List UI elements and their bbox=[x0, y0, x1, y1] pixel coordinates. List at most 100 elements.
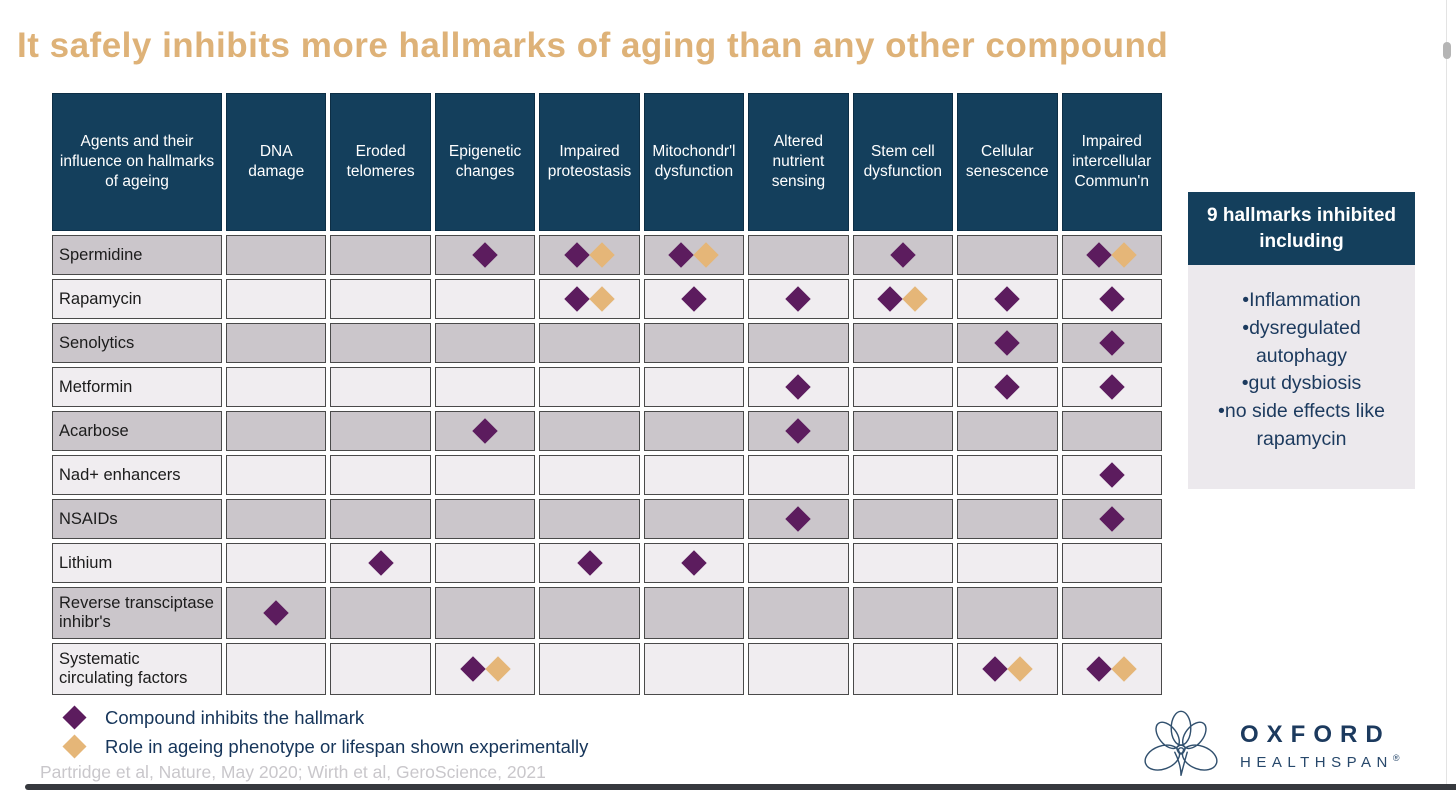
gold-diamond-icon bbox=[484, 656, 511, 682]
matrix-cell bbox=[1061, 587, 1162, 639]
matrix-cell bbox=[330, 367, 431, 407]
row-label: Acarbose bbox=[52, 411, 222, 451]
matrix-cell bbox=[748, 499, 849, 539]
matrix-cell bbox=[1061, 455, 1162, 495]
column-header: Altered nutrient sensing bbox=[748, 93, 849, 231]
matrix-cell bbox=[539, 235, 640, 275]
matrix-cell bbox=[957, 367, 1058, 407]
matrix-cell bbox=[1061, 499, 1162, 539]
matrix-cell bbox=[643, 235, 745, 275]
matrix-cell bbox=[226, 279, 327, 319]
hallmarks-matrix-table: Agents and their influence on hallmarks … bbox=[52, 93, 1162, 699]
column-header: Cellular senescence bbox=[957, 93, 1058, 231]
row-label: Rapamycin bbox=[52, 279, 222, 319]
matrix-cell bbox=[852, 643, 954, 695]
purple-diamond-icon bbox=[668, 242, 695, 268]
matrix-cell bbox=[330, 411, 431, 451]
table-row: Rapamycin bbox=[52, 279, 1162, 319]
matrix-cell bbox=[434, 367, 536, 407]
purple-diamond-icon bbox=[1098, 286, 1125, 312]
matrix-cell bbox=[957, 235, 1058, 275]
orchid-icon bbox=[1144, 710, 1218, 777]
corner-header: Agents and their influence on hallmarks … bbox=[52, 93, 222, 231]
matrix-cell bbox=[957, 499, 1058, 539]
side-panel-bullet-item: •dysregulated autophagy bbox=[1242, 316, 1361, 367]
table-row: Lithium bbox=[52, 543, 1162, 583]
matrix-cell bbox=[957, 455, 1058, 495]
matrix-cell bbox=[748, 323, 849, 363]
side-panel-header: 9 hallmarks inhibited including bbox=[1188, 192, 1415, 266]
matrix-cell bbox=[852, 279, 954, 319]
scrollbar-thumb[interactable] bbox=[1443, 42, 1451, 59]
matrix-cell bbox=[434, 499, 536, 539]
purple-diamond-icon bbox=[1086, 656, 1112, 682]
side-panel-bullet-item: •no side effects like rapamycin bbox=[1218, 400, 1385, 450]
matrix-cell bbox=[748, 367, 849, 407]
gold-diamond-icon bbox=[1111, 242, 1137, 268]
matrix-cell bbox=[226, 411, 327, 451]
matrix-cell bbox=[434, 643, 536, 695]
matrix-cell bbox=[226, 543, 327, 583]
matrix-cell bbox=[748, 587, 849, 639]
matrix-cell bbox=[434, 587, 536, 639]
purple-diamond-icon bbox=[785, 506, 812, 532]
gold-diamond-icon bbox=[1007, 656, 1033, 682]
column-header: Eroded telomeres bbox=[330, 93, 431, 231]
matrix-cell bbox=[748, 643, 849, 695]
row-label: Spermidine bbox=[52, 235, 222, 275]
matrix-cell bbox=[434, 323, 536, 363]
matrix-cell bbox=[1061, 411, 1162, 451]
row-label: NSAIDs bbox=[52, 499, 222, 539]
matrix-cell bbox=[643, 455, 745, 495]
bottom-edge-bar bbox=[25, 784, 1456, 790]
gold-diamond-icon bbox=[693, 242, 720, 268]
matrix-cell bbox=[330, 323, 431, 363]
matrix-cell bbox=[226, 235, 327, 275]
matrix-cell bbox=[330, 543, 431, 583]
matrix-cell bbox=[852, 587, 954, 639]
table-row: Systematic circulating factors bbox=[52, 643, 1162, 695]
matrix-cell bbox=[643, 499, 745, 539]
table-row: Reverse transciptase inhibr's bbox=[52, 587, 1162, 639]
table-row: Nad+ enhancers bbox=[52, 455, 1162, 495]
row-label: Nad+ enhancers bbox=[52, 455, 222, 495]
purple-diamond-icon bbox=[785, 374, 812, 400]
matrix-cell bbox=[852, 411, 954, 451]
column-header: DNA damage bbox=[226, 93, 327, 231]
purple-diamond-icon bbox=[472, 418, 498, 444]
matrix-cell bbox=[226, 643, 327, 695]
matrix-cell bbox=[434, 411, 536, 451]
matrix-cell bbox=[226, 455, 327, 495]
matrix-cell bbox=[1061, 543, 1162, 583]
purple-diamond-icon bbox=[1098, 374, 1125, 400]
row-label: Reverse transciptase inhibr's bbox=[52, 587, 222, 639]
logo-name: OXFORD bbox=[1240, 721, 1391, 748]
table-row: Metformin bbox=[52, 367, 1162, 407]
header-row: Agents and their influence on hallmarks … bbox=[52, 93, 1162, 231]
matrix-cell bbox=[852, 499, 954, 539]
row-label: Systematic circulating factors bbox=[52, 643, 222, 695]
matrix-cell bbox=[852, 543, 954, 583]
side-panel-bullet-item: •Inflammation bbox=[1242, 289, 1361, 312]
legend-label: Compound inhibits the hallmark bbox=[105, 706, 365, 728]
matrix-cell bbox=[1061, 279, 1162, 319]
matrix-cell bbox=[226, 587, 327, 639]
purple-diamond-icon bbox=[994, 286, 1021, 312]
matrix-cell bbox=[539, 643, 640, 695]
matrix-cell bbox=[852, 323, 954, 363]
column-header: Epigenetic changes bbox=[434, 93, 536, 231]
purple-diamond-icon bbox=[982, 656, 1008, 682]
purple-diamond-icon bbox=[1098, 506, 1125, 532]
matrix-cell bbox=[434, 279, 536, 319]
purple-diamond-icon bbox=[62, 705, 87, 730]
matrix-cell bbox=[434, 455, 536, 495]
matrix-cell bbox=[957, 323, 1058, 363]
matrix-cell bbox=[748, 411, 849, 451]
row-label: Metformin bbox=[52, 367, 222, 407]
matrix-cell bbox=[748, 235, 849, 275]
purple-diamond-icon bbox=[1086, 242, 1112, 268]
side-panel-body: •Inflammation •dysregulated autophagy •gut… bbox=[1188, 265, 1415, 490]
matrix-cell bbox=[1061, 323, 1162, 363]
legend-item: Role in ageing phenotype or lifespan sho… bbox=[62, 732, 588, 761]
